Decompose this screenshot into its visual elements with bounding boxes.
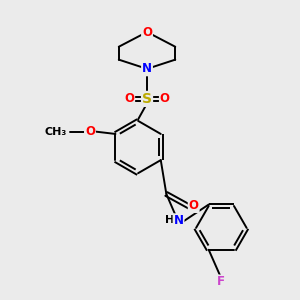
Text: O: O [124, 92, 134, 105]
Text: F: F [217, 275, 225, 289]
Text: CH₃: CH₃ [44, 127, 67, 136]
Text: O: O [189, 199, 199, 212]
Text: S: S [142, 92, 152, 106]
Text: O: O [160, 92, 170, 105]
Text: O: O [85, 125, 95, 138]
Text: H: H [165, 215, 174, 225]
Text: N: N [173, 214, 184, 227]
Text: N: N [142, 62, 152, 75]
Text: O: O [142, 26, 152, 38]
